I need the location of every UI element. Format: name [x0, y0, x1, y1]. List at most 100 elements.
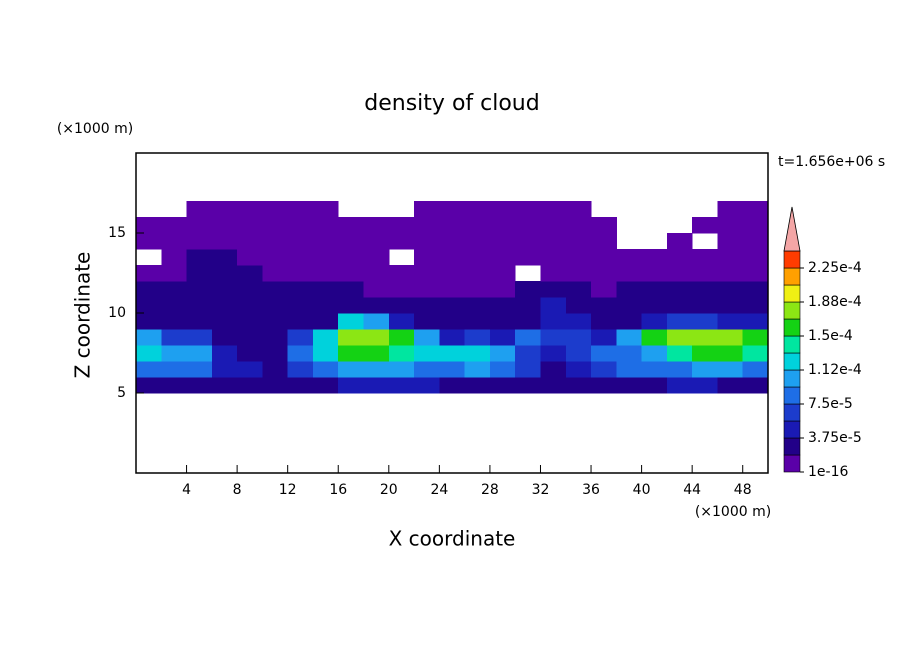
contour-cell — [591, 249, 617, 266]
contour-cell — [237, 313, 263, 330]
contour-cell — [666, 249, 693, 266]
contour-cell — [414, 297, 440, 314]
contour-cell — [591, 377, 617, 394]
colorbar-box — [783, 437, 801, 456]
contour-cell — [666, 345, 693, 362]
contour-cell — [717, 281, 744, 298]
contour-cell — [540, 297, 567, 314]
contour-cell — [489, 265, 516, 282]
contour-cell — [388, 297, 415, 314]
contour-cell — [666, 313, 693, 330]
contour-cell — [338, 377, 365, 394]
contour-cell — [211, 329, 238, 346]
contour-cell — [363, 281, 390, 298]
contour-cell — [136, 345, 162, 362]
contour-cell — [211, 313, 238, 330]
contour-cell — [363, 233, 390, 250]
y-tick-label: 5 — [117, 385, 126, 401]
contour-cell — [262, 249, 289, 266]
contour-cell — [287, 377, 314, 394]
contour-cell — [591, 233, 617, 250]
contour-cell — [262, 297, 289, 314]
contour-cell — [414, 249, 440, 266]
contour-cell — [312, 201, 339, 218]
contour-cell — [186, 345, 213, 362]
contour-cell — [439, 249, 466, 266]
colorbar-box — [783, 403, 801, 422]
contour-cell — [237, 265, 263, 282]
contour-cell — [641, 345, 668, 362]
contour-cell — [742, 329, 769, 346]
colorbar-label: 1.5e-4 — [808, 328, 853, 344]
y-unit: (×1000 m) — [57, 121, 133, 137]
contour-cell — [515, 377, 541, 394]
contour-cell — [186, 361, 213, 378]
contour-cell — [464, 297, 491, 314]
contour-cell — [616, 265, 643, 282]
contour-cell — [591, 297, 617, 314]
x-tick-label: 48 — [734, 482, 752, 498]
contour-cell — [237, 377, 263, 394]
x-tick-label: 24 — [430, 482, 448, 498]
contour-cell — [414, 201, 440, 218]
contour-cell — [237, 217, 263, 234]
contour-cell — [641, 265, 668, 282]
contour-cell — [186, 201, 213, 218]
contour-cell — [287, 217, 314, 234]
contour-cell — [616, 377, 643, 394]
contour-cell — [717, 361, 744, 378]
contour-cell — [565, 201, 592, 218]
colorbar-box — [783, 352, 801, 371]
contour-cell — [414, 313, 440, 330]
colorbar-box — [783, 250, 801, 269]
contour-cell — [565, 265, 592, 282]
contour-cell — [211, 297, 238, 314]
colorbar-label: 2.25e-4 — [808, 260, 862, 276]
contour-cell — [692, 297, 718, 314]
contour-cell — [717, 377, 744, 394]
x-unit: (×1000 m) — [695, 504, 771, 520]
contour-cell — [464, 361, 491, 378]
colorbar-box — [783, 284, 801, 303]
contour-cell — [186, 217, 213, 234]
contour-cell — [515, 313, 541, 330]
contour-cell — [287, 313, 314, 330]
contour-cell — [338, 329, 365, 346]
contour-cell — [338, 249, 365, 266]
contour-cell — [388, 313, 415, 330]
contour-cell — [742, 217, 769, 234]
contour-cell — [388, 329, 415, 346]
contour-cell — [616, 249, 643, 266]
contour-cell — [161, 377, 188, 394]
contour-cell — [414, 377, 440, 394]
contour-cell — [692, 265, 718, 282]
contour-cell — [262, 201, 289, 218]
contour-cell — [540, 249, 567, 266]
colorbar-box — [783, 386, 801, 405]
contour-cell — [363, 217, 390, 234]
contour-cell — [717, 313, 744, 330]
contour-cell — [136, 297, 162, 314]
contour-cell — [338, 345, 365, 362]
contour-cell — [742, 265, 769, 282]
contour-cell — [515, 345, 541, 362]
contour-cell — [363, 329, 390, 346]
contour-cell — [666, 297, 693, 314]
contour-cell — [439, 345, 466, 362]
colorbar-label: 1.12e-4 — [808, 362, 862, 378]
contour-cell — [641, 329, 668, 346]
contour-cell — [489, 233, 516, 250]
contour-cell — [439, 377, 466, 394]
contour-cell — [439, 313, 466, 330]
contour-cell — [742, 249, 769, 266]
contour-cell — [489, 345, 516, 362]
contour-cell — [262, 265, 289, 282]
contour-cell — [641, 249, 668, 266]
contour-cell — [287, 281, 314, 298]
contour-cell — [591, 345, 617, 362]
contour-cell — [287, 249, 314, 266]
contour-cell — [742, 233, 769, 250]
contour-cell — [439, 201, 466, 218]
contour-cell — [666, 377, 693, 394]
contour-cell — [666, 281, 693, 298]
